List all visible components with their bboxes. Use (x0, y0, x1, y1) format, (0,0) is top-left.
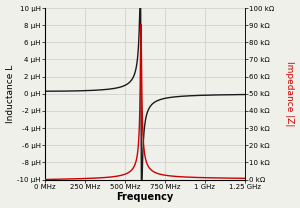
X-axis label: Frequency: Frequency (116, 192, 174, 202)
Y-axis label: Impedance |Z|: Impedance |Z| (285, 61, 294, 126)
Y-axis label: Inductance L: Inductance L (6, 65, 15, 123)
